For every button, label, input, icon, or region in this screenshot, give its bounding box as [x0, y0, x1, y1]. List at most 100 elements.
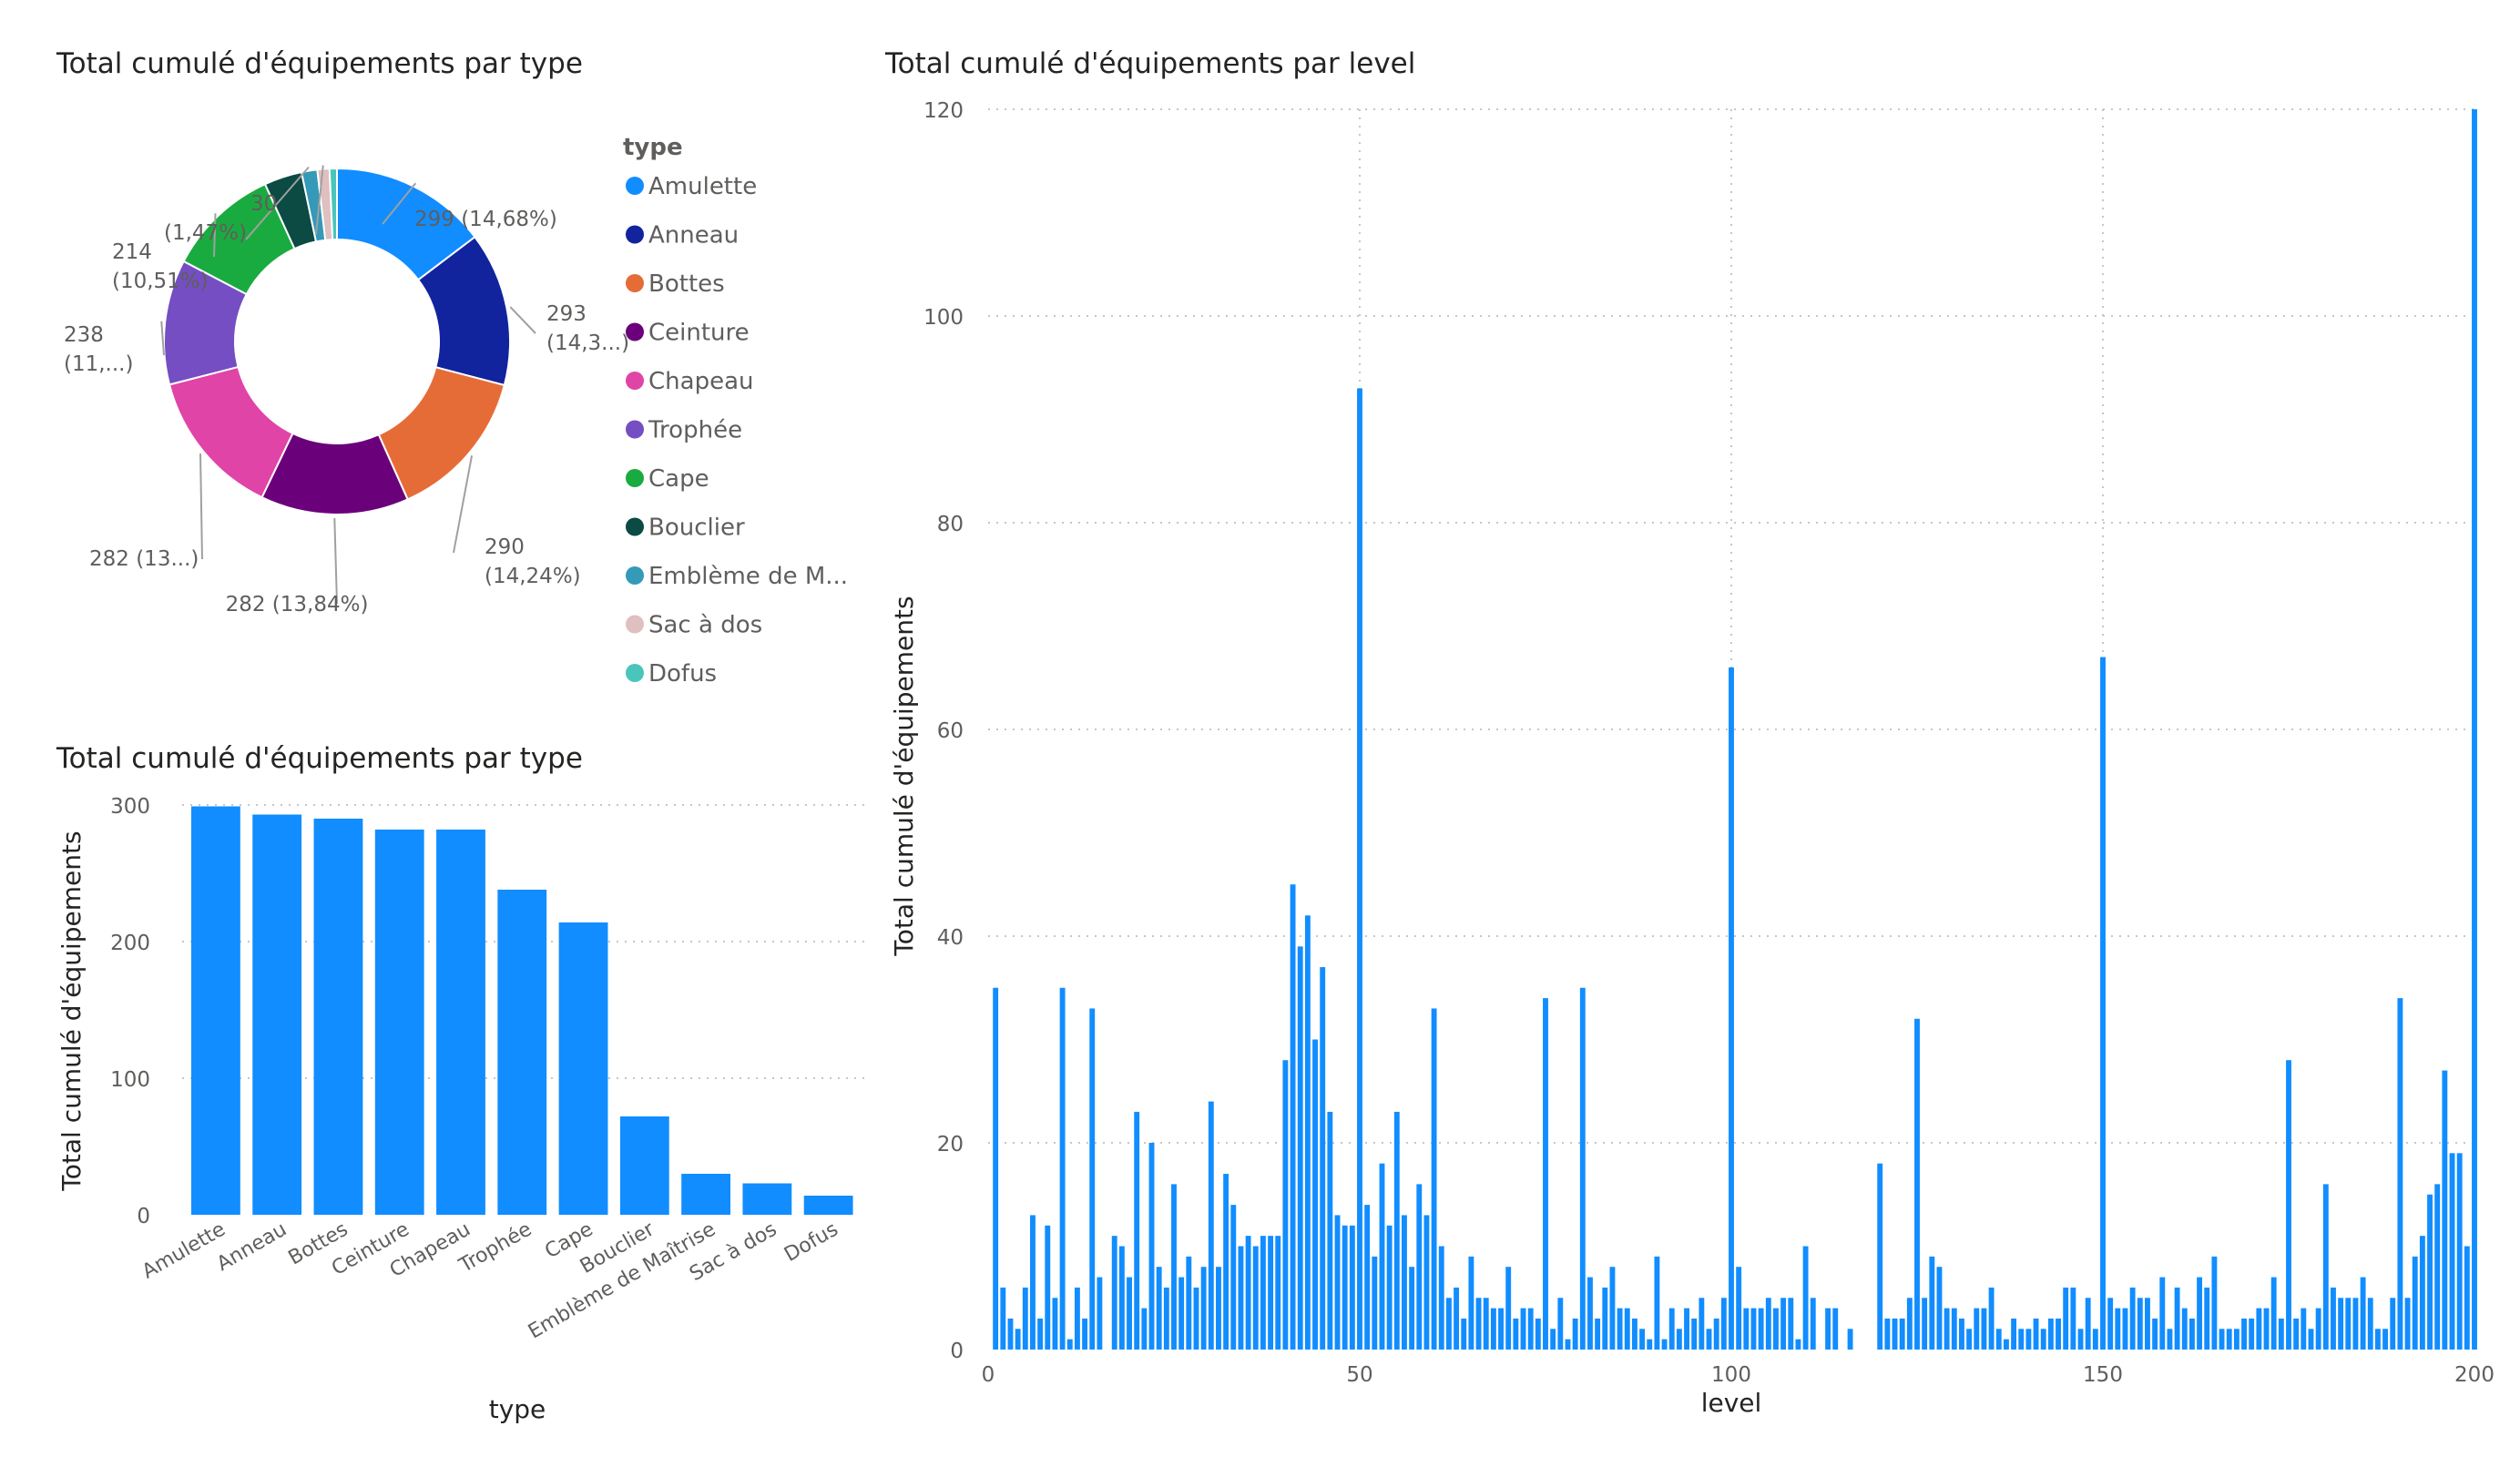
level-bar[interactable]	[1617, 1308, 1623, 1350]
level-bar[interactable]	[1030, 1215, 1036, 1350]
level-bar[interactable]	[1171, 1184, 1177, 1350]
type-bar-chart[interactable]: 0100200300AmuletteAnneauBottesCeintureCh…	[0, 783, 874, 1439]
level-bar[interactable]	[1966, 1329, 1973, 1350]
level-bar[interactable]	[1609, 1267, 1616, 1350]
level-bar[interactable]	[1416, 1184, 1423, 1350]
level-bar[interactable]	[2249, 1318, 2255, 1350]
level-bar[interactable]	[1758, 1308, 1764, 1350]
level-bar[interactable]	[1780, 1298, 1787, 1350]
level-bar[interactable]	[2122, 1308, 2128, 1350]
level-bar[interactable]	[2197, 1277, 2203, 1350]
level-bar[interactable]	[993, 987, 999, 1350]
level-bar[interactable]	[1082, 1318, 1088, 1350]
type-bar-9[interactable]	[681, 1174, 730, 1215]
level-bar[interactable]	[1788, 1298, 1794, 1350]
level-bar[interactable]	[1461, 1318, 1467, 1350]
level-bar[interactable]	[2219, 1329, 2225, 1350]
legend-item-10[interactable]: Sac à dos	[648, 612, 762, 639]
level-bar[interactable]	[2360, 1277, 2366, 1350]
level-bar[interactable]	[2077, 1329, 2084, 1350]
level-bar[interactable]	[2367, 1298, 2373, 1350]
level-bar[interactable]	[1089, 1008, 1096, 1350]
level-bar[interactable]	[2256, 1308, 2262, 1350]
level-bar[interactable]	[1163, 1287, 1169, 1350]
level-bar[interactable]	[1750, 1308, 1757, 1350]
level-bar[interactable]	[2085, 1298, 2091, 1350]
legend-item-5[interactable]: Chapeau	[648, 368, 753, 395]
level-bar[interactable]	[1647, 1339, 1653, 1350]
level-bar[interactable]	[1505, 1267, 1512, 1350]
level-bar[interactable]	[1290, 884, 1296, 1350]
level-bar[interactable]	[2018, 1329, 2025, 1350]
level-bar[interactable]	[1602, 1287, 1608, 1350]
level-bar[interactable]	[2263, 1308, 2270, 1350]
type-bar-3[interactable]	[313, 819, 363, 1215]
level-bar[interactable]	[2442, 1070, 2448, 1350]
level-bar[interactable]	[1765, 1298, 1771, 1350]
level-bar[interactable]	[2115, 1308, 2121, 1350]
level-bar[interactable]	[1691, 1318, 1698, 1350]
level-bar[interactable]	[1550, 1329, 1556, 1350]
level-bar[interactable]	[2145, 1298, 2150, 1350]
level-bar[interactable]	[1282, 1060, 1289, 1350]
level-bar[interactable]	[1713, 1318, 1719, 1350]
level-bar[interactable]	[1595, 1318, 1601, 1350]
level-bar[interactable]	[2270, 1277, 2277, 1350]
level-bar[interactable]	[1974, 1308, 1980, 1350]
level-bar[interactable]	[1995, 1329, 2002, 1350]
level-bar[interactable]	[2040, 1329, 2046, 1350]
level-bar[interactable]	[1304, 915, 1311, 1350]
level-bar[interactable]	[1127, 1277, 1132, 1350]
level-bar[interactable]	[2137, 1298, 2143, 1350]
level-bar[interactable]	[1230, 1205, 1237, 1350]
level-bar[interactable]	[1906, 1298, 1913, 1350]
level-bar[interactable]	[1944, 1308, 1950, 1350]
level-bar[interactable]	[1052, 1298, 1058, 1350]
level-bar[interactable]	[1372, 1256, 1378, 1350]
level-bar[interactable]	[2352, 1298, 2359, 1350]
level-bar[interactable]	[2293, 1318, 2300, 1350]
level-bar[interactable]	[1193, 1287, 1199, 1350]
level-bar[interactable]	[2233, 1329, 2239, 1350]
level-bar[interactable]	[1445, 1298, 1452, 1350]
level-bar[interactable]	[1825, 1308, 1831, 1350]
level-bar[interactable]	[1490, 1308, 1496, 1350]
level-bar[interactable]	[1929, 1256, 1935, 1350]
level-bar[interactable]	[1216, 1267, 1221, 1350]
legend-item-8[interactable]: Bouclier	[648, 515, 745, 542]
legend-item-2[interactable]: Anneau	[648, 222, 739, 250]
level-bar[interactable]	[2472, 109, 2477, 1350]
level-bar[interactable]	[2345, 1298, 2352, 1350]
level-bar[interactable]	[1736, 1267, 1742, 1350]
level-bar[interactable]	[1795, 1339, 1801, 1350]
level-bar[interactable]	[1320, 967, 1326, 1350]
level-bar[interactable]	[1587, 1277, 1593, 1350]
level-bar-chart[interactable]: 0 20 40 60 80 100 120 0 50 100 150 200 level Total cu…	[874, 91, 2494, 1457]
level-bar[interactable]	[1922, 1298, 1928, 1350]
level-bar[interactable]	[1059, 987, 1066, 1350]
level-bar[interactable]	[2188, 1318, 2195, 1350]
type-bar-2[interactable]	[252, 814, 302, 1216]
level-bar[interactable]	[1981, 1308, 1987, 1350]
level-bar[interactable]	[1134, 1111, 1140, 1350]
level-bar[interactable]	[2382, 1329, 2389, 1350]
level-bar[interactable]	[1022, 1287, 1028, 1350]
legend-item-6[interactable]: Trophée	[648, 417, 742, 444]
level-bar[interactable]	[1988, 1287, 1995, 1350]
level-bar[interactable]	[1015, 1329, 1021, 1350]
level-bar[interactable]	[1252, 1246, 1259, 1350]
level-bar[interactable]	[1000, 1287, 1006, 1350]
level-bar[interactable]	[1936, 1267, 1943, 1350]
level-bar[interactable]	[2404, 1298, 2411, 1350]
type-bar-11[interactable]	[803, 1196, 853, 1215]
level-bar[interactable]	[2315, 1308, 2321, 1350]
level-bar[interactable]	[1364, 1205, 1371, 1350]
level-bar[interactable]	[2286, 1060, 2291, 1350]
level-bar[interactable]	[1661, 1339, 1668, 1350]
level-bar[interactable]	[1802, 1246, 1809, 1350]
level-bar[interactable]	[1684, 1308, 1689, 1350]
level-bar[interactable]	[1156, 1267, 1162, 1350]
type-bar-7[interactable]	[558, 922, 608, 1215]
level-bar[interactable]	[2167, 1329, 2173, 1350]
level-bar[interactable]	[1543, 998, 1548, 1350]
